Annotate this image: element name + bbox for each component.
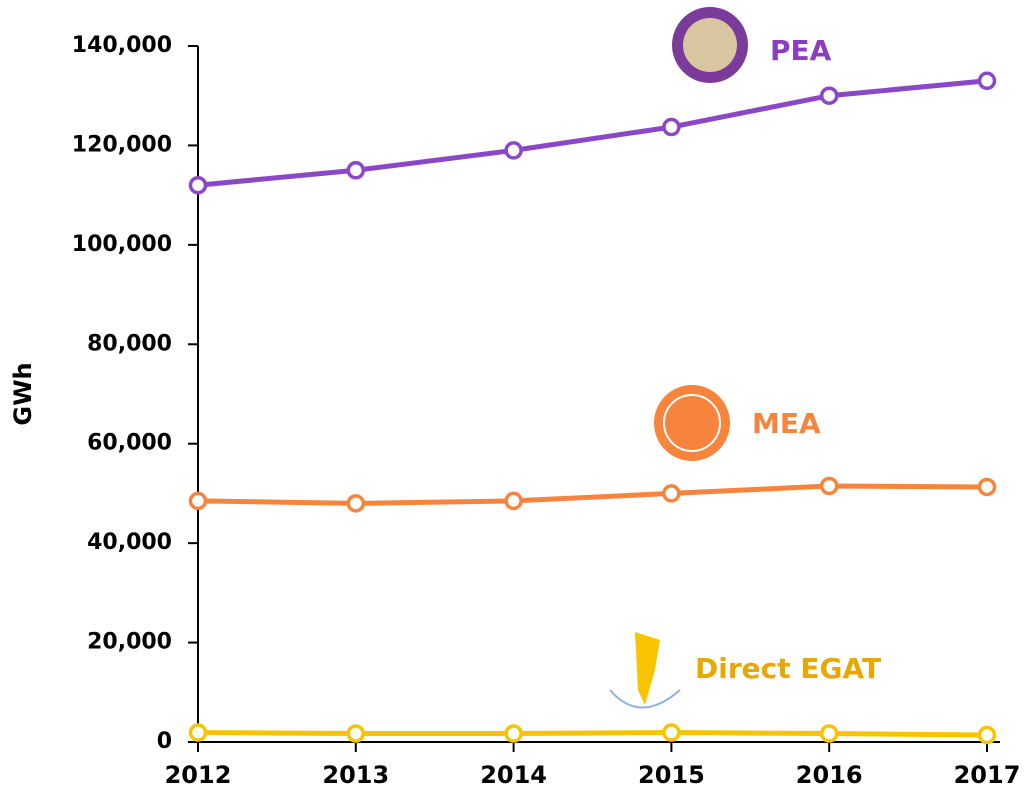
y-tick-label: 60,000 <box>87 431 172 456</box>
point <box>977 71 997 91</box>
point <box>504 491 523 511</box>
x-tick-label: 2015 <box>638 761 705 789</box>
x-tick-label: 2013 <box>322 761 389 789</box>
y-tick-label: 40,000 <box>87 530 172 555</box>
series-line <box>197 730 988 738</box>
point <box>977 477 997 497</box>
x-tick-label: 2014 <box>480 761 547 789</box>
y-axis-label: GWh <box>9 362 37 425</box>
series-label: Direct EGAT <box>695 652 881 685</box>
x-tick-label: 2016 <box>796 761 863 789</box>
point <box>346 494 366 513</box>
series-line <box>197 78 988 188</box>
x-tick-label: 2012 <box>165 761 232 789</box>
series-line <box>197 483 988 506</box>
point <box>662 723 681 742</box>
mea-logo <box>654 385 730 461</box>
point <box>188 723 208 742</box>
y-tick-label: 80,000 <box>87 331 172 356</box>
egat-logo <box>609 632 681 709</box>
point <box>662 484 681 503</box>
x-tick-label: 2017 <box>954 761 1021 789</box>
y-tick-label: 0 <box>157 729 172 754</box>
y-tick-label: 100,000 <box>72 232 172 257</box>
y-tick-label: 20,000 <box>87 630 172 655</box>
point <box>662 117 681 137</box>
point <box>819 86 839 105</box>
point <box>188 175 208 195</box>
point <box>188 491 208 511</box>
y-tick-label: 120,000 <box>72 132 172 157</box>
point <box>819 724 839 743</box>
y-tick-label: 140,000 <box>72 33 172 58</box>
series-label: MEA <box>752 407 821 440</box>
point <box>977 725 997 745</box>
point <box>346 161 366 180</box>
pea-logo <box>672 7 748 83</box>
series-label: PEA <box>770 34 832 67</box>
point <box>346 724 366 743</box>
point <box>504 724 523 743</box>
point <box>504 141 523 160</box>
point <box>819 476 839 496</box>
